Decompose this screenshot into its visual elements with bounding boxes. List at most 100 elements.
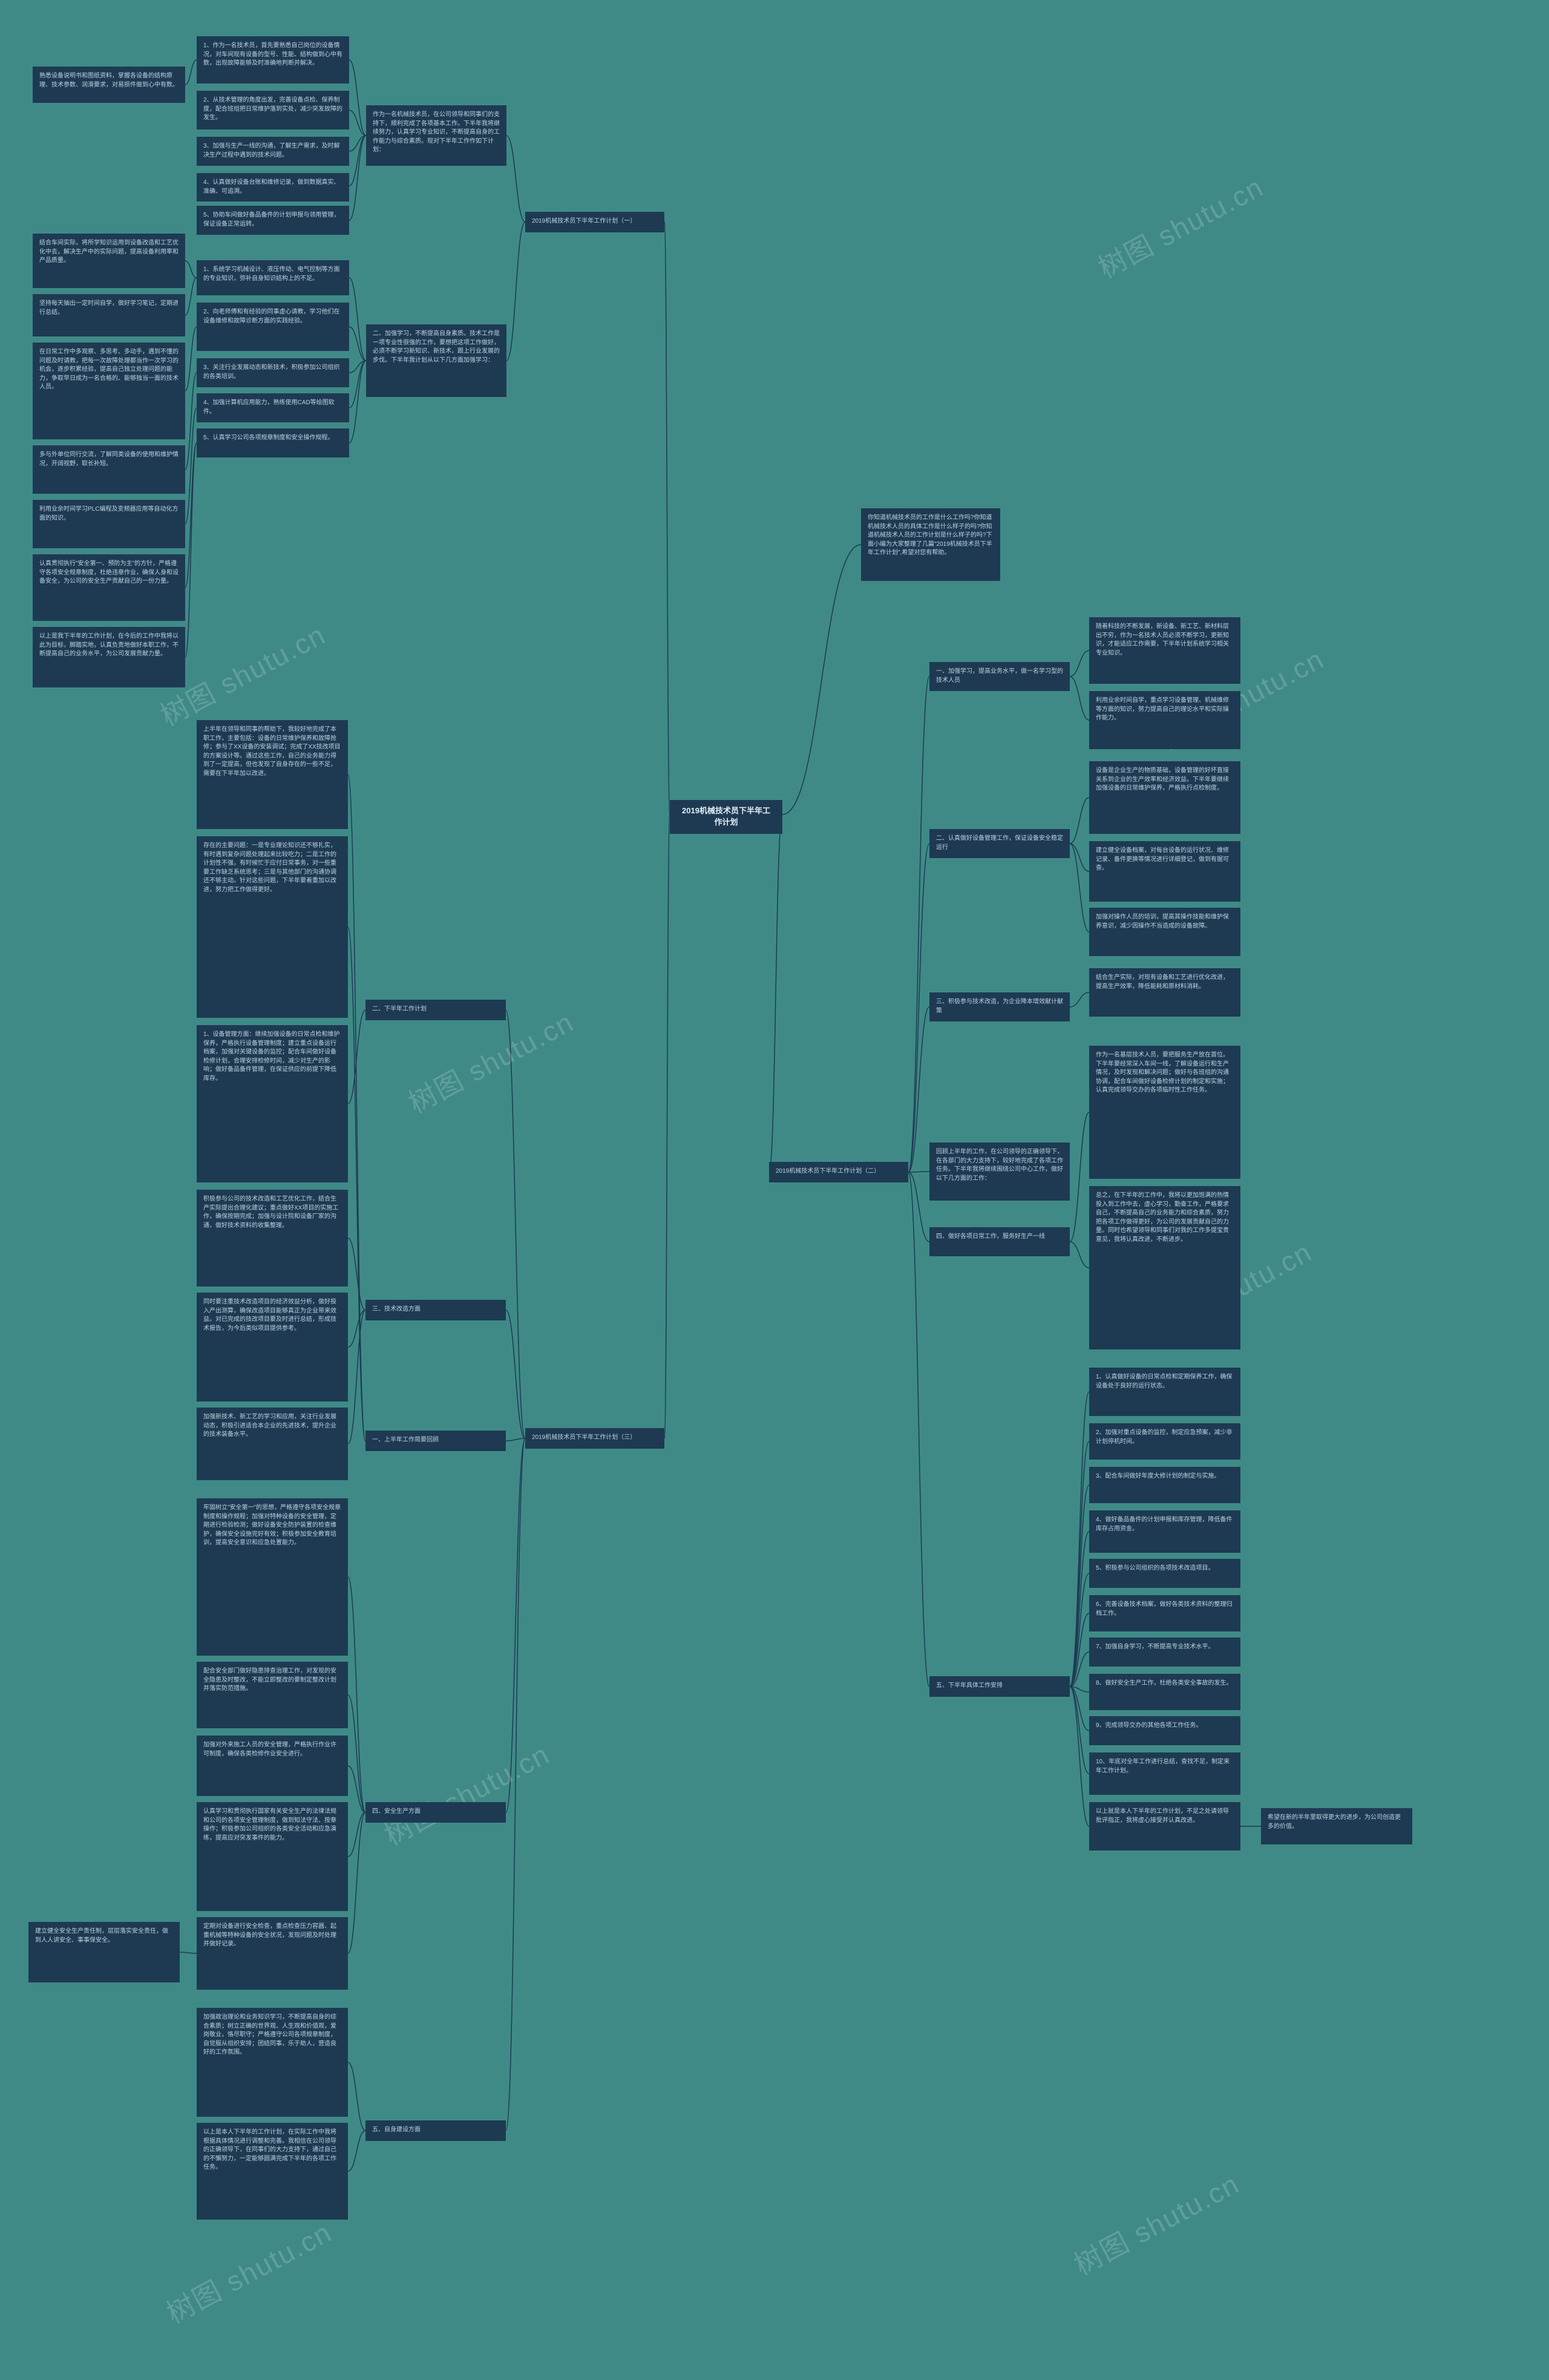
node-p3[interactable]: 2019机械技术员下半年工作计划（三） <box>525 1428 664 1449</box>
node-p2e7[interactable]: 7、加强自身学习，不断提高专业技术水平。 <box>1089 1637 1240 1667</box>
edge <box>180 1952 197 1953</box>
node-p2e4[interactable]: 4、做好备品备件的计划申报和库存管理，降低备件库存占用资金。 <box>1089 1510 1240 1553</box>
edge <box>506 136 525 222</box>
node-p1a2[interactable]: 2、从技术管理的角度出发，完善设备点检、保养制度，配合班组把日常维护落到实处，减… <box>197 91 349 129</box>
node-p2e5[interactable]: 5、积极参与公司组织的各项技术改造项目。 <box>1089 1559 1240 1588</box>
edge <box>1070 1687 1089 1692</box>
node-p1a3[interactable]: 3、加强与生产一线的沟通，了解生产需求，及时解决生产过程中遇到的技术问题。 <box>197 137 349 166</box>
edge <box>185 443 197 657</box>
edge <box>506 1310 525 1438</box>
edge <box>769 815 782 1172</box>
node-p3d1[interactable]: 加强政治理论和业务知识学习，不断提高自身的综合素质；树立正确的世界观、人生观和价… <box>197 2008 348 2117</box>
node-p2e10[interactable]: 10、年底对全年工作进行总结，查找不足，制定来年工作计划。 <box>1089 1752 1240 1795</box>
edge <box>348 927 365 1441</box>
node-p1b5c[interactable]: 以上是我下半年的工作计划，在今后的工作中我将以此为目标，脚踏实地，认真负责地做好… <box>33 627 185 687</box>
node-p3a[interactable]: 二、下半年工作计划 <box>365 1000 506 1020</box>
node-p1a5[interactable]: 5、协助车间做好备品备件的计划申报与领用管理，保证设备正常运转。 <box>197 206 349 235</box>
edge <box>185 60 197 85</box>
node-p2e6[interactable]: 6、完善设备技术档案，做好各类技术资料的整理归档工作。 <box>1089 1595 1240 1631</box>
edge <box>348 1310 365 1347</box>
node-p3d[interactable]: 五、自身建设方面 <box>365 2120 506 2141</box>
node-p2top[interactable]: 回顾上半年的工作，在公司领导的正确领导下，在各部门的大力支持下，较好地完成了各项… <box>929 1142 1070 1201</box>
node-p1b2[interactable]: 2、向老师傅和有经验的同事虚心请教，学习他们在设备维修和故障诊断方面的实践经验。 <box>197 303 349 351</box>
edge <box>348 1010 365 1104</box>
edge <box>1070 798 1089 844</box>
node-p3top2[interactable]: 存在的主要问题：一是专业理论知识还不够扎实，有时遇到复杂问题处理起来比较吃力；二… <box>197 836 348 1018</box>
node-p2e1[interactable]: 1、认真做好设备的日常点检和定期保养工作，确保设备处于良好的运行状态。 <box>1089 1368 1240 1416</box>
edge <box>506 1438 525 2131</box>
node-p1b[interactable]: 二、加强学习，不断提高自身素质。技术工作是一项专业性很强的工作，要想把这项工作做… <box>366 324 506 397</box>
node-p1b5[interactable]: 5、认真学习公司各项规章制度和安全操作规程。 <box>197 428 349 457</box>
node-intro[interactable]: 你知道机械技术员的工作是什么工作吗?你知道机械技术人员的具体工作是什么样子的吗?… <box>861 508 1000 581</box>
edge <box>185 443 197 588</box>
node-p2e8[interactable]: 8、做好安全生产工作，杜绝各类安全事故的发生。 <box>1089 1674 1240 1710</box>
edge <box>348 1812 365 1953</box>
node-p3a1[interactable]: 1、设备管理方面：继续加强设备的日常点检和维护保养，严格执行设备管理制度；建立重… <box>197 1025 348 1182</box>
node-p2e[interactable]: 五、下半年具体工作安排 <box>929 1676 1070 1697</box>
edge <box>349 361 366 443</box>
node-p2e3[interactable]: 3、配合车间做好年度大修计划的制定与实施。 <box>1089 1467 1240 1503</box>
node-p3b2[interactable]: 同时要注重技术改造项目的经济效益分析，做好投入产出测算，确保改造项目能够真正为企… <box>197 1293 348 1401</box>
node-p3c3[interactable]: 加强对外来施工人员的安全管理，严格执行作业许可制度，确保各类检修作业安全进行。 <box>197 1736 348 1796</box>
node-p1b1b[interactable]: 结合车间实际，将所学知识运用到设备改造和工艺优化中去，解决生产中的实际问题，提高… <box>33 234 185 288</box>
node-p2a[interactable]: 一、加强学习，提高业务水平，做一名学习型的技术人员 <box>929 662 1070 691</box>
edge <box>1070 1392 1089 1687</box>
node-p3b3[interactable]: 加强新技术、新工艺的学习和应用，关注行业发展动态，积极引进适合本企业的先进技术，… <box>197 1408 348 1480</box>
edge <box>349 136 366 186</box>
node-p2a1[interactable]: 随着科技的不断发展，新设备、新工艺、新材料层出不穷，作为一名技术人员必须不断学习… <box>1089 617 1240 684</box>
node-p1b4b[interactable]: 利用业余时间学习PLC编程及变频器应用等自动化方面的知识。 <box>33 500 185 548</box>
node-p2e11b[interactable]: 希望在新的半年里取得更大的进步，为公司创造更多的价值。 <box>1261 1808 1412 1844</box>
node-p1b4[interactable]: 4、加强计算机应用能力，熟练使用CAD等绘图软件。 <box>197 393 349 422</box>
node-p2b3[interactable]: 加强对操作人员的培训，提高其操作技能和维护保养意识，减少因操作不当造成的设备故障… <box>1089 908 1240 956</box>
edge <box>1070 651 1089 677</box>
edge <box>664 815 670 1438</box>
edge <box>348 1577 365 1812</box>
node-root[interactable]: 2019机械技术员下半年工 作计划 <box>670 800 782 834</box>
node-p2d[interactable]: 四、做好各项日常工作，服务好生产一线 <box>929 1227 1070 1256</box>
node-p3b1[interactable]: 积极参与公司的技术改造和工艺优化工作，结合生产实际提出合理化建议；重点做好XX项… <box>197 1190 348 1287</box>
node-p1a1[interactable]: 1、作为一名技术员，首先要熟悉自己岗位的设备情况，对车间现有设备的型号、性能、结… <box>197 36 349 84</box>
node-p1b2b[interactable]: 在日常工作中多观察、多思考、多动手，遇到不懂的问题及时请教，把每一次故障处理都当… <box>33 343 185 439</box>
edge <box>1070 1532 1089 1687</box>
node-p1a1b[interactable]: 熟悉设备说明书和图纸资料，掌握各设备的结构原理、技术参数、润滑要求，对易损件做到… <box>33 67 185 103</box>
edge <box>1070 992 1089 1007</box>
node-p2e11[interactable]: 以上就是本人下半年的工作计划，不足之处请领导批评指正，我将虚心接受并认真改进。 <box>1089 1802 1240 1851</box>
node-p3c2[interactable]: 配合安全部门做好隐患排查治理工作，对发现的安全隐患及时整改，不能立即整改的要制定… <box>197 1662 348 1728</box>
node-p2e9[interactable]: 9、完成领导交办的其他各项工作任务。 <box>1089 1716 1240 1745</box>
node-p1b1[interactable]: 1、系统学习机械设计、液压传动、电气控制等方面的专业知识，弥补自身知识结构上的不… <box>197 260 349 295</box>
node-p2c1[interactable]: 结合生产实际，对现有设备和工艺进行优化改进，提高生产效率，降低能耗和原材料消耗。 <box>1089 968 1240 1017</box>
node-p2d1[interactable]: 作为一名基层技术人员，要把服务生产放在首位。下半年要经常深入车间一线，了解设备运… <box>1089 1046 1240 1179</box>
edge <box>349 136 366 151</box>
node-p2[interactable]: 2019机械技术员下半年工作计划（二） <box>769 1162 908 1182</box>
node-p3b[interactable]: 三、技术改造方面 <box>365 1300 506 1320</box>
node-p3c5[interactable]: 定期对设备进行安全检查，重点检查压力容器、起重机械等特种设备的安全状况，发现问题… <box>197 1917 348 1990</box>
node-p3c[interactable]: 四、安全生产方面 <box>365 1802 506 1823</box>
node-p3d2[interactable]: 以上是本人下半年的工作计划，在实际工作中我将根据具体情况进行调整和完善。我相信在… <box>197 2123 348 2220</box>
node-p1a[interactable]: 作为一名机械技术员，在公司领导和同事们的支持下，顺利完成了各项基本工作。下半年我… <box>366 105 506 166</box>
node-p1a4[interactable]: 4、认真做好设备台账和维修记录，做到数据真实、准确、可追溯。 <box>197 173 349 202</box>
node-p3top[interactable]: 一、上半年工作简要回顾 <box>365 1431 506 1451</box>
node-p1b1c[interactable]: 坚持每天抽出一定时间自学，做好学习笔记，定期进行总结。 <box>33 294 185 336</box>
node-p1b3[interactable]: 3、关注行业发展动态和新技术，积极参加公司组织的各类培训。 <box>197 358 349 387</box>
node-p1b3b[interactable]: 多与外单位同行交流，了解同类设备的使用和维护情况，开阔视野，取长补短。 <box>33 445 185 494</box>
node-p3c5b[interactable]: 建立健全安全生产责任制，层层落实安全责任，做到人人讲安全、事事保安全。 <box>28 1922 180 1982</box>
node-p3c1[interactable]: 牢固树立"安全第一"的思想，严格遵守各项安全规章制度和操作规程；加强对特种设备的… <box>197 1498 348 1656</box>
node-p3c4[interactable]: 认真学习和贯彻执行国家有关安全生产的法律法规和公司的各项安全管理制度，做到知法守… <box>197 1802 348 1911</box>
node-p2b2[interactable]: 建立健全设备档案，对每台设备的运行状况、维修记录、备件更换等情况进行详细登记，做… <box>1089 841 1240 902</box>
edge <box>1070 1613 1089 1687</box>
node-p3top1[interactable]: 上半年在领导和同事的帮助下，我较好地完成了本职工作，主要包括：设备的日常维护保养… <box>197 720 348 829</box>
edge <box>349 361 366 373</box>
node-p1[interactable]: 2019机械技术员下半年工作计划（一） <box>525 212 664 232</box>
edge <box>506 1010 525 1438</box>
edge <box>349 60 366 136</box>
node-p1b5b[interactable]: 认真贯彻执行"安全第一、预防为主"的方针，严格遵守各项安全规章制度，杜绝违章作业… <box>33 554 185 621</box>
node-p2e2[interactable]: 2、加强对重点设备的监控，制定应急预案，减少非计划停机时间。 <box>1089 1423 1240 1460</box>
edge <box>348 1812 365 1857</box>
node-p2b[interactable]: 二、认真做好设备管理工作，保证设备安全稳定运行 <box>929 829 1070 858</box>
edge <box>348 1695 365 1812</box>
node-p2a2[interactable]: 利用业余时间自学，重点学习设备管理、机械维修等方面的知识，努力提高自己的理论水平… <box>1089 691 1240 749</box>
watermark: 树图 shutu.cn <box>159 2211 338 2331</box>
node-p2d2[interactable]: 总之，在下半年的工作中，我将以更加饱满的热情投入到工作中去，虚心学习，勤奋工作，… <box>1089 1186 1240 1349</box>
node-p2b1[interactable]: 设备是企业生产的物质基础，设备管理的好坏直接关系到企业的生产效率和经济效益。下半… <box>1089 761 1240 834</box>
node-p2c[interactable]: 三、积极参与技术改造，为企业降本增效献计献策 <box>929 992 1070 1021</box>
